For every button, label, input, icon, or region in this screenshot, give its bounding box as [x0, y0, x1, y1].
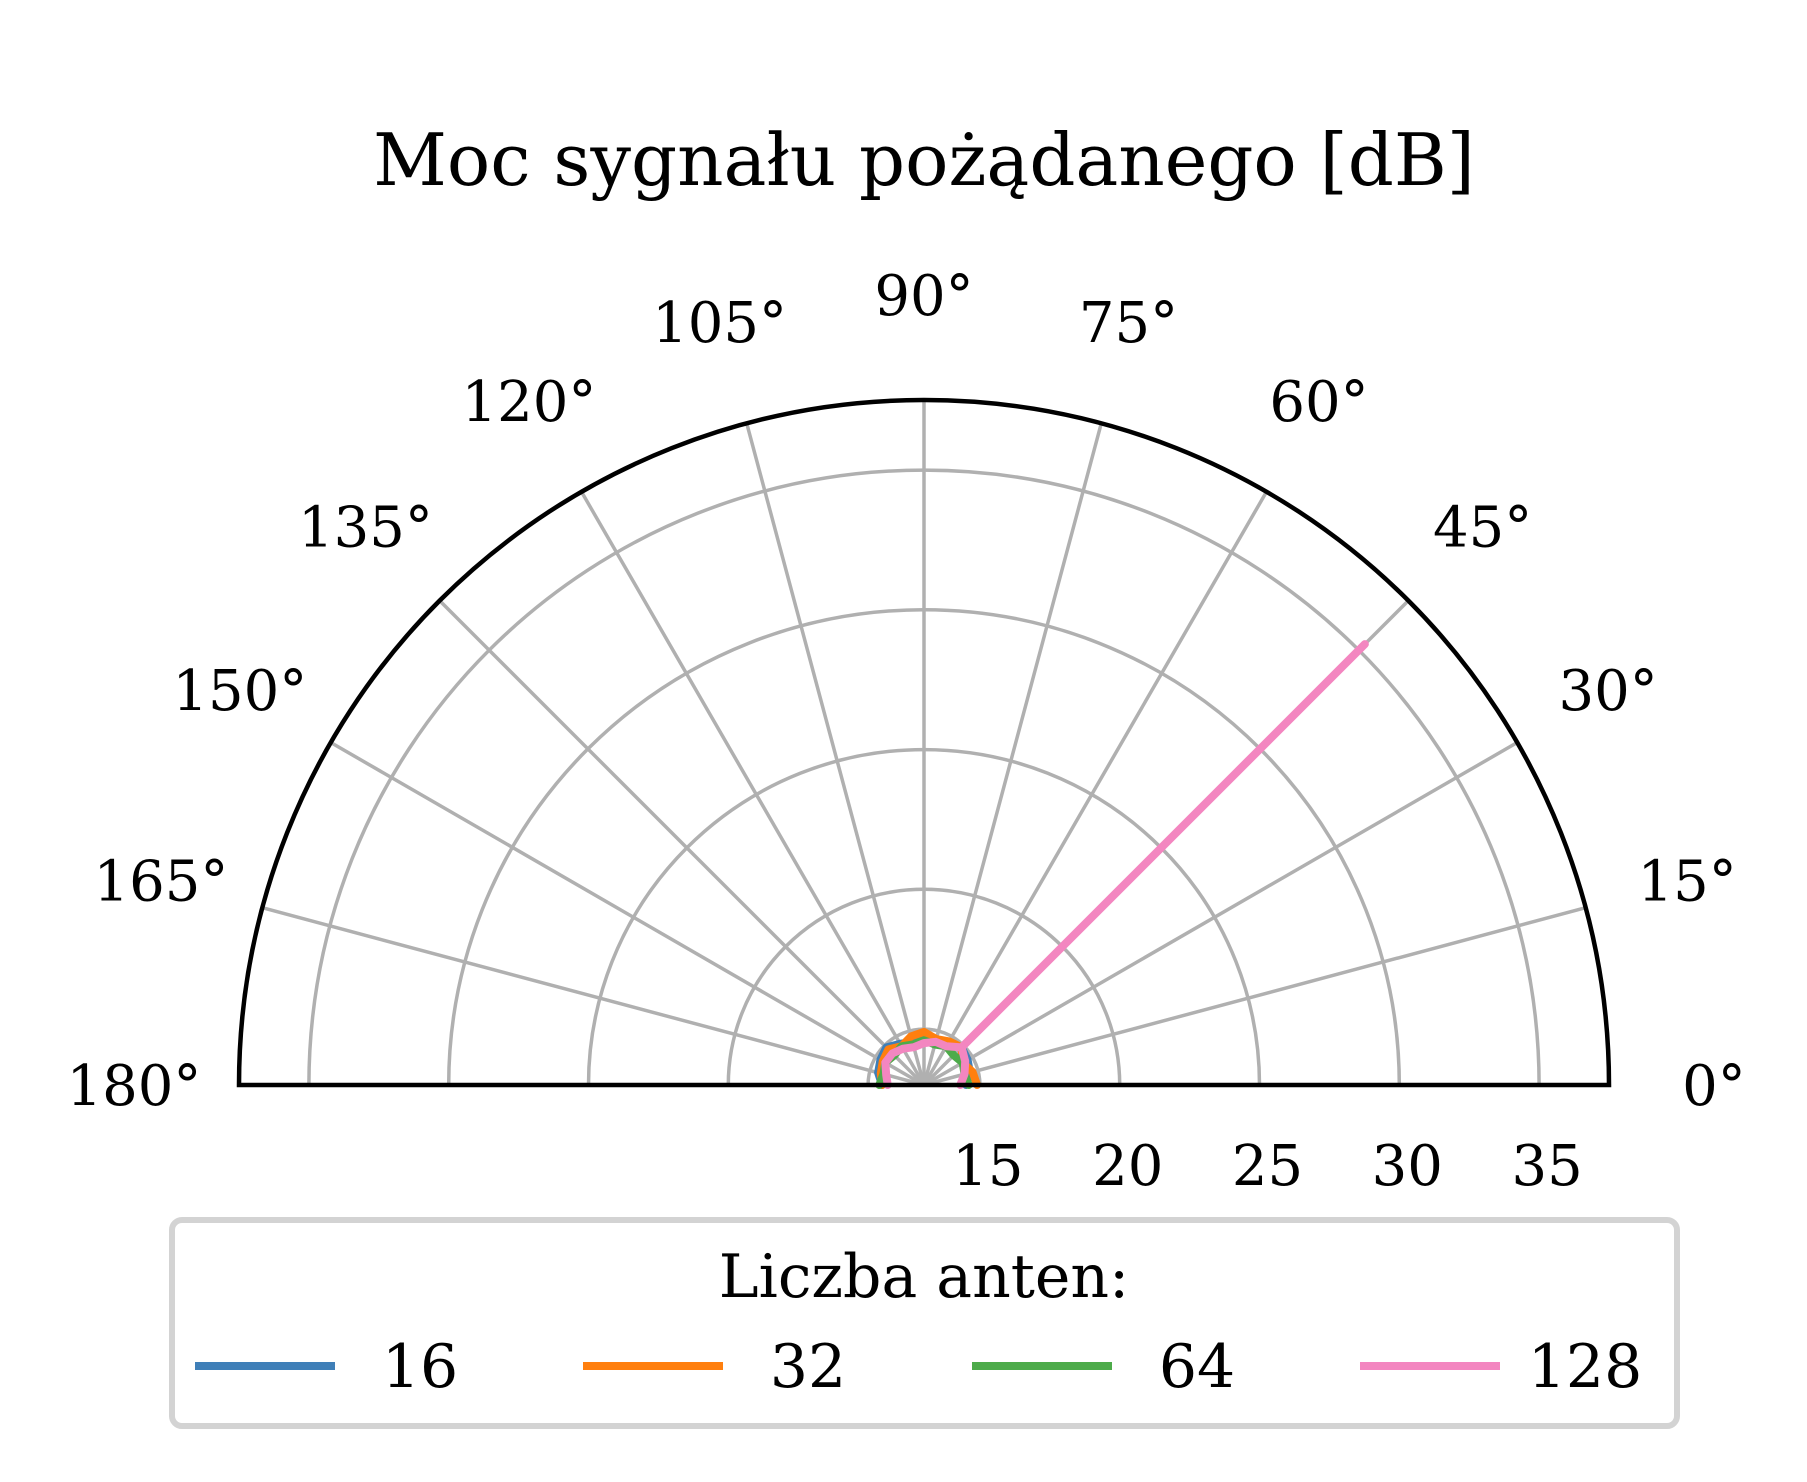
theta-tick-label: 45°: [1433, 495, 1532, 560]
theta-tick-label: 75°: [1079, 291, 1178, 356]
r-tick-label: 20: [1092, 1134, 1163, 1199]
theta-tick-label: 90°: [874, 264, 973, 329]
series-layer: [874, 640, 1369, 1089]
theta-tick-label: 105°: [652, 291, 787, 356]
theta-gridline: [261, 906, 925, 1087]
r-tick-label: 30: [1372, 1134, 1443, 1199]
theta-tick-label: 15°: [1637, 850, 1736, 915]
r-tick-label: 15: [952, 1134, 1023, 1199]
r-tick-labels: 15 20 25 30 35: [952, 1134, 1582, 1199]
polar-grid: [239, 400, 1609, 1087]
theta-tick-label: 180°: [67, 1054, 202, 1119]
theta-gridline: [922, 422, 1103, 1086]
theta-tick-labels: 0° 15° 30° 45° 60° 75° 90° 105° 120° 135° 150° 165°…: [67, 264, 1746, 1119]
polar-frame: [236, 397, 1612, 1088]
theta-tick-label: 30°: [1559, 659, 1658, 724]
legend-label-64: 64: [1159, 1332, 1235, 1402]
r-gridline: [446, 608, 1402, 1086]
theta-gridline: [922, 490, 1269, 1086]
r-tick-label: 25: [1232, 1134, 1303, 1199]
theta-tick-label: 0°: [1682, 1054, 1746, 1119]
legend-entries: 16 32 64 128: [195, 1332, 1642, 1402]
legend-label-16: 16: [382, 1332, 458, 1402]
r-gridline: [726, 888, 1122, 1086]
legend: Liczba anten: 16 32 64 128: [169, 1217, 1680, 1429]
theta-tick-label: 150°: [172, 659, 307, 724]
theta-tick-label: 165°: [93, 850, 228, 915]
legend-label-128: 128: [1528, 1332, 1643, 1402]
theta-tick-label: 120°: [462, 370, 597, 435]
chart-title: Moc sygnału pożądanego [dB]: [373, 118, 1475, 202]
r-gridline: [307, 469, 1541, 1086]
theta-gridline: [579, 490, 926, 1086]
theta-tick-label: 135°: [298, 495, 433, 560]
theta-gridline: [923, 906, 1587, 1087]
legend-title: Liczba anten:: [719, 1242, 1129, 1312]
theta-gridline: [745, 422, 926, 1086]
legend-box: [169, 1217, 1680, 1429]
legend-label-32: 32: [770, 1332, 846, 1402]
theta-gridline: [438, 599, 926, 1087]
series-line-128: [881, 640, 1369, 1089]
theta-gridline: [923, 740, 1519, 1087]
theta-tick-label: 60°: [1269, 370, 1368, 435]
r-tick-label: 35: [1511, 1134, 1582, 1199]
theta-gridline: [329, 740, 925, 1087]
r-gridline: [586, 747, 1262, 1086]
